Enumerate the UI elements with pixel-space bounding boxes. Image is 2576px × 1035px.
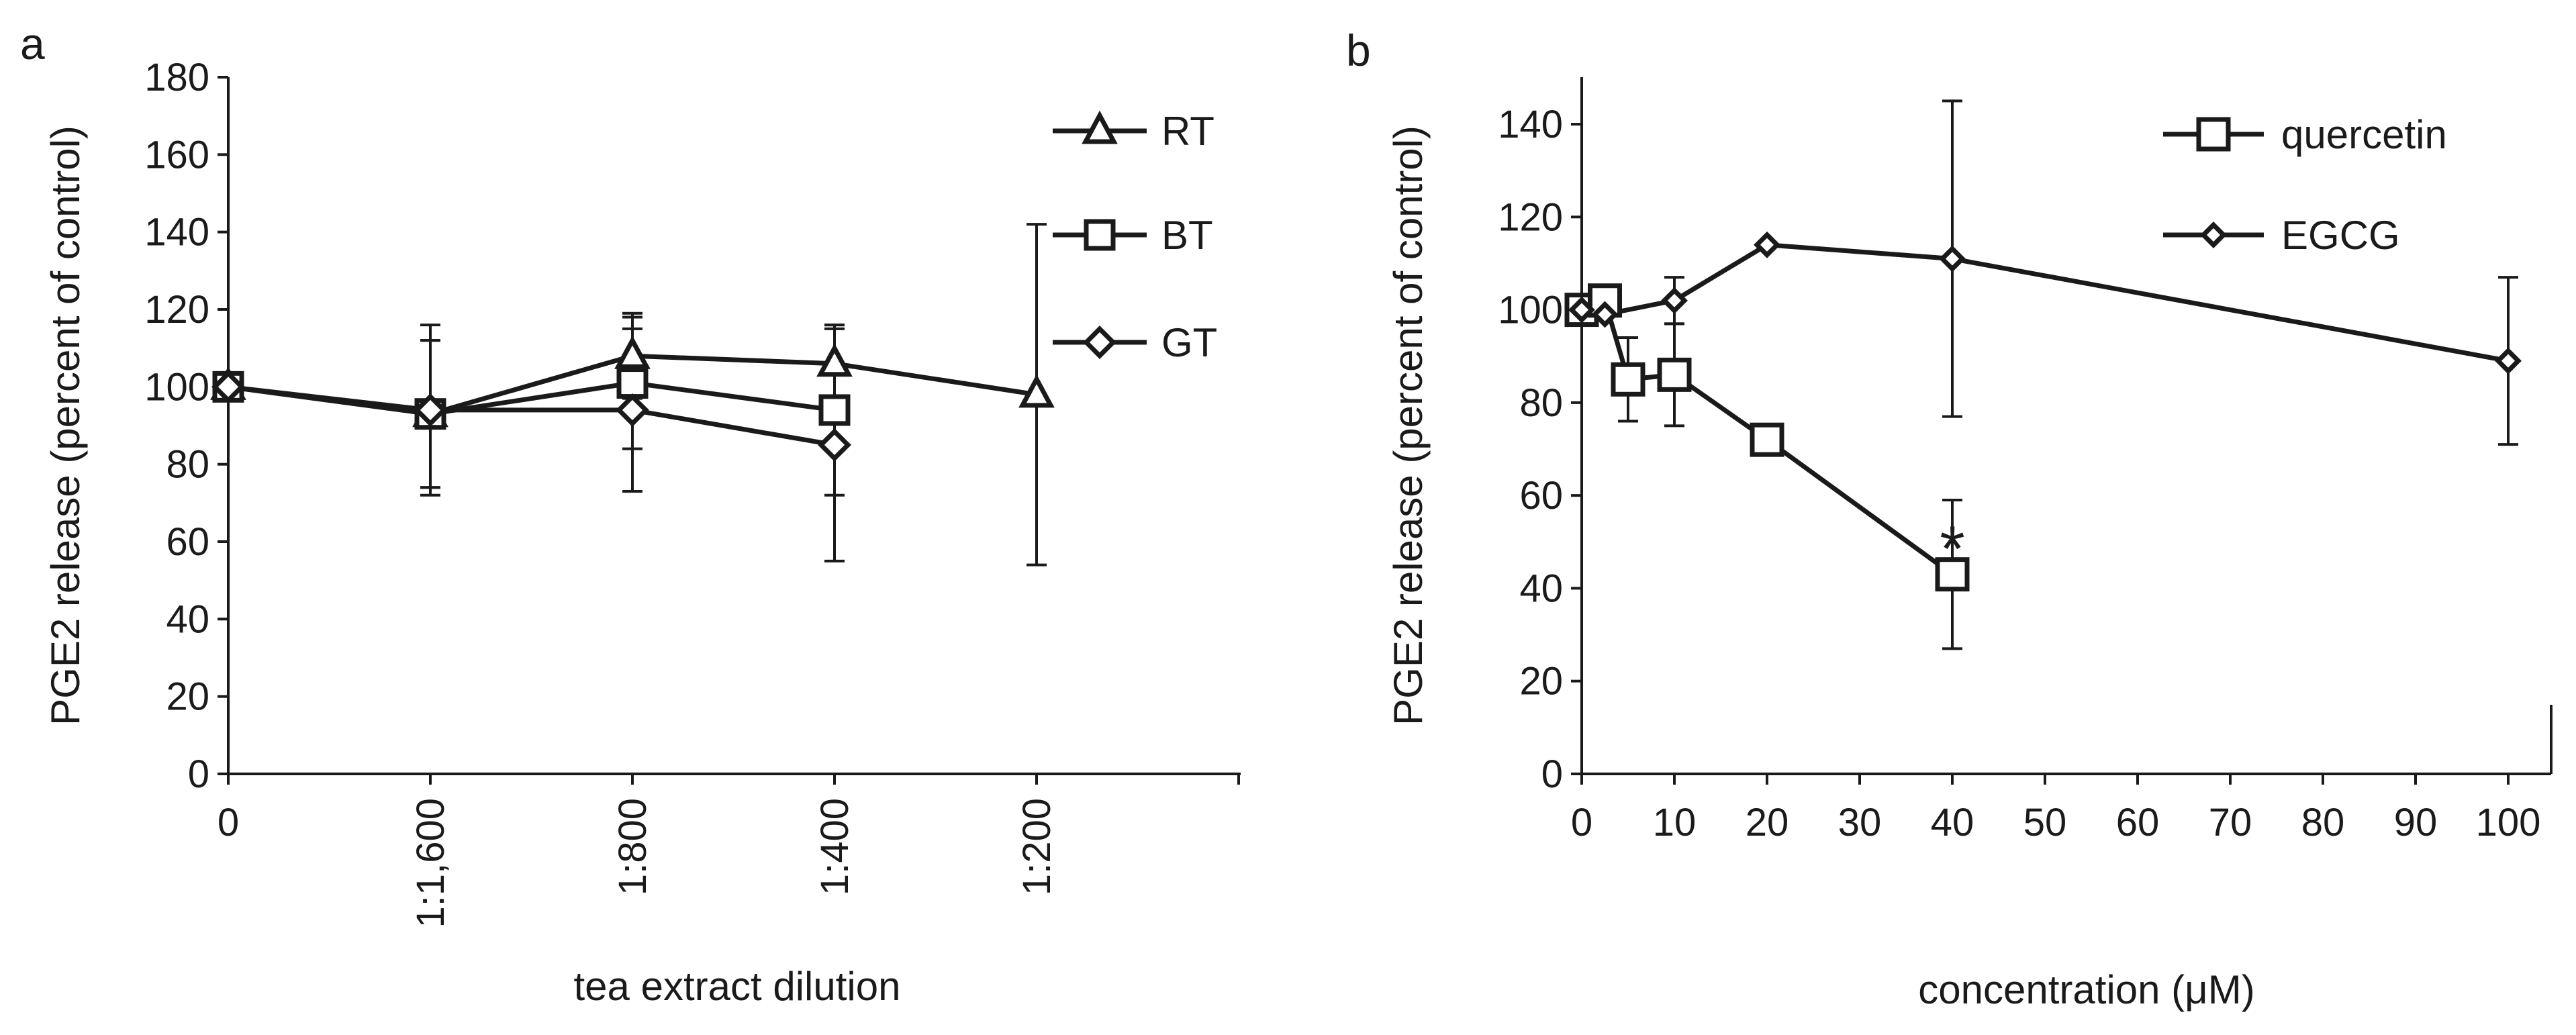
data-point-egcg [1591,301,1619,328]
chart-panel-a: 0 20 40 60 80 100 120 140 160 180 0 1:1,600 1:800 1:4… [43,56,1241,1009]
data-point-egcg [1661,287,1688,314]
y-tick-label: 80 [166,443,209,487]
x-axis-title: tea extract dilution [574,964,901,1009]
y-tick-label: 140 [144,211,209,254]
y-tick-label: 20 [166,675,209,719]
x-tick-label: 1:400 [813,798,857,895]
legend-label-bt: BT [1161,213,1213,258]
y-tick-label: 60 [166,520,209,564]
significance-asterisk: * [1940,513,1964,585]
y-axis-title: PGE2 release (percent of control) [1386,126,1431,726]
y-tick-label: 40 [1519,566,1563,610]
y-tick-label: 100 [1498,289,1563,332]
x-tick-label: 10 [1653,801,1697,844]
y-tick-label: 0 [188,752,209,796]
data-point-gt [211,370,245,404]
x-tick-label: 90 [2394,801,2438,844]
legend-marker-egcg [2200,221,2227,248]
data-point-rt [1018,374,1055,408]
x-tick-label: 1:800 [611,798,655,895]
data-point-quercetin [1935,557,1970,592]
x-tick-label: 0 [218,801,239,844]
legend-label-egcg: EGCG [2281,213,2400,258]
y-tick-label: 80 [1519,381,1563,425]
data-point-rt [614,335,651,369]
data-point-bt [818,394,851,426]
y-tick-label: 140 [1498,103,1563,146]
legend-marker-quercetin [2196,117,2231,152]
data-point-gt [414,393,447,427]
legend-marker-gt [1083,326,1116,359]
panel-a-letter: a [20,19,45,68]
x-axis-title: concentration (μM) [1918,967,2254,1012]
legend-label-quercetin: quercetin [2281,112,2447,157]
data-point-gt [616,393,649,427]
x-tick-label: 60 [2116,801,2160,844]
x-tick-label: 40 [1931,801,1974,844]
x-tick-label: 50 [2023,801,2067,844]
legend-label-gt: GT [1161,320,1217,365]
x-tick-label: 70 [2209,801,2252,844]
data-point-rt [816,343,853,377]
y-axis-title: PGE2 release (percent of control) [43,126,88,726]
data-point-egcg [2495,347,2522,375]
y-tick-label: 120 [144,288,209,332]
y-tick-label: 160 [144,133,209,177]
y-tick-label: 40 [166,597,209,641]
data-point-bt [616,367,649,399]
y-tick-label: 100 [144,365,209,409]
data-point-gt [818,428,851,462]
legend-label-rt: RT [1161,109,1214,154]
data-point-quercetin [1750,422,1784,457]
y-tick-label: 60 [1519,474,1563,518]
chart-panel-b: 0 20 40 60 80 100 120 140 0 10 20 30 40 50 60 70 80 90 100… [1386,77,2553,1012]
x-tick-label: 1:1,600 [409,798,452,928]
y-tick-label: 20 [1519,660,1563,703]
data-point-quercetin [1611,362,1645,397]
legend-marker-bt [1084,219,1116,251]
x-tick-label: 1:200 [1015,798,1059,895]
x-tick-label: 30 [1838,801,1882,844]
x-tick-label: 20 [1746,801,1789,844]
y-tick-label: 120 [1498,195,1563,239]
data-point-egcg [1754,231,1780,258]
data-point-quercetin [1657,357,1692,392]
x-tick-label: 100 [2476,801,2541,844]
series-line-gt [228,384,835,448]
x-tick-label: 80 [2301,801,2345,844]
data-point-egcg [1568,296,1595,324]
legend-marker-rt [1082,110,1118,144]
data-point-egcg [1939,245,1966,273]
y-tick-label: 0 [1541,752,1563,796]
y-tick-label: 180 [144,56,209,99]
panel-b-letter: b [1346,26,1371,75]
x-tick-label: 0 [1571,801,1592,844]
